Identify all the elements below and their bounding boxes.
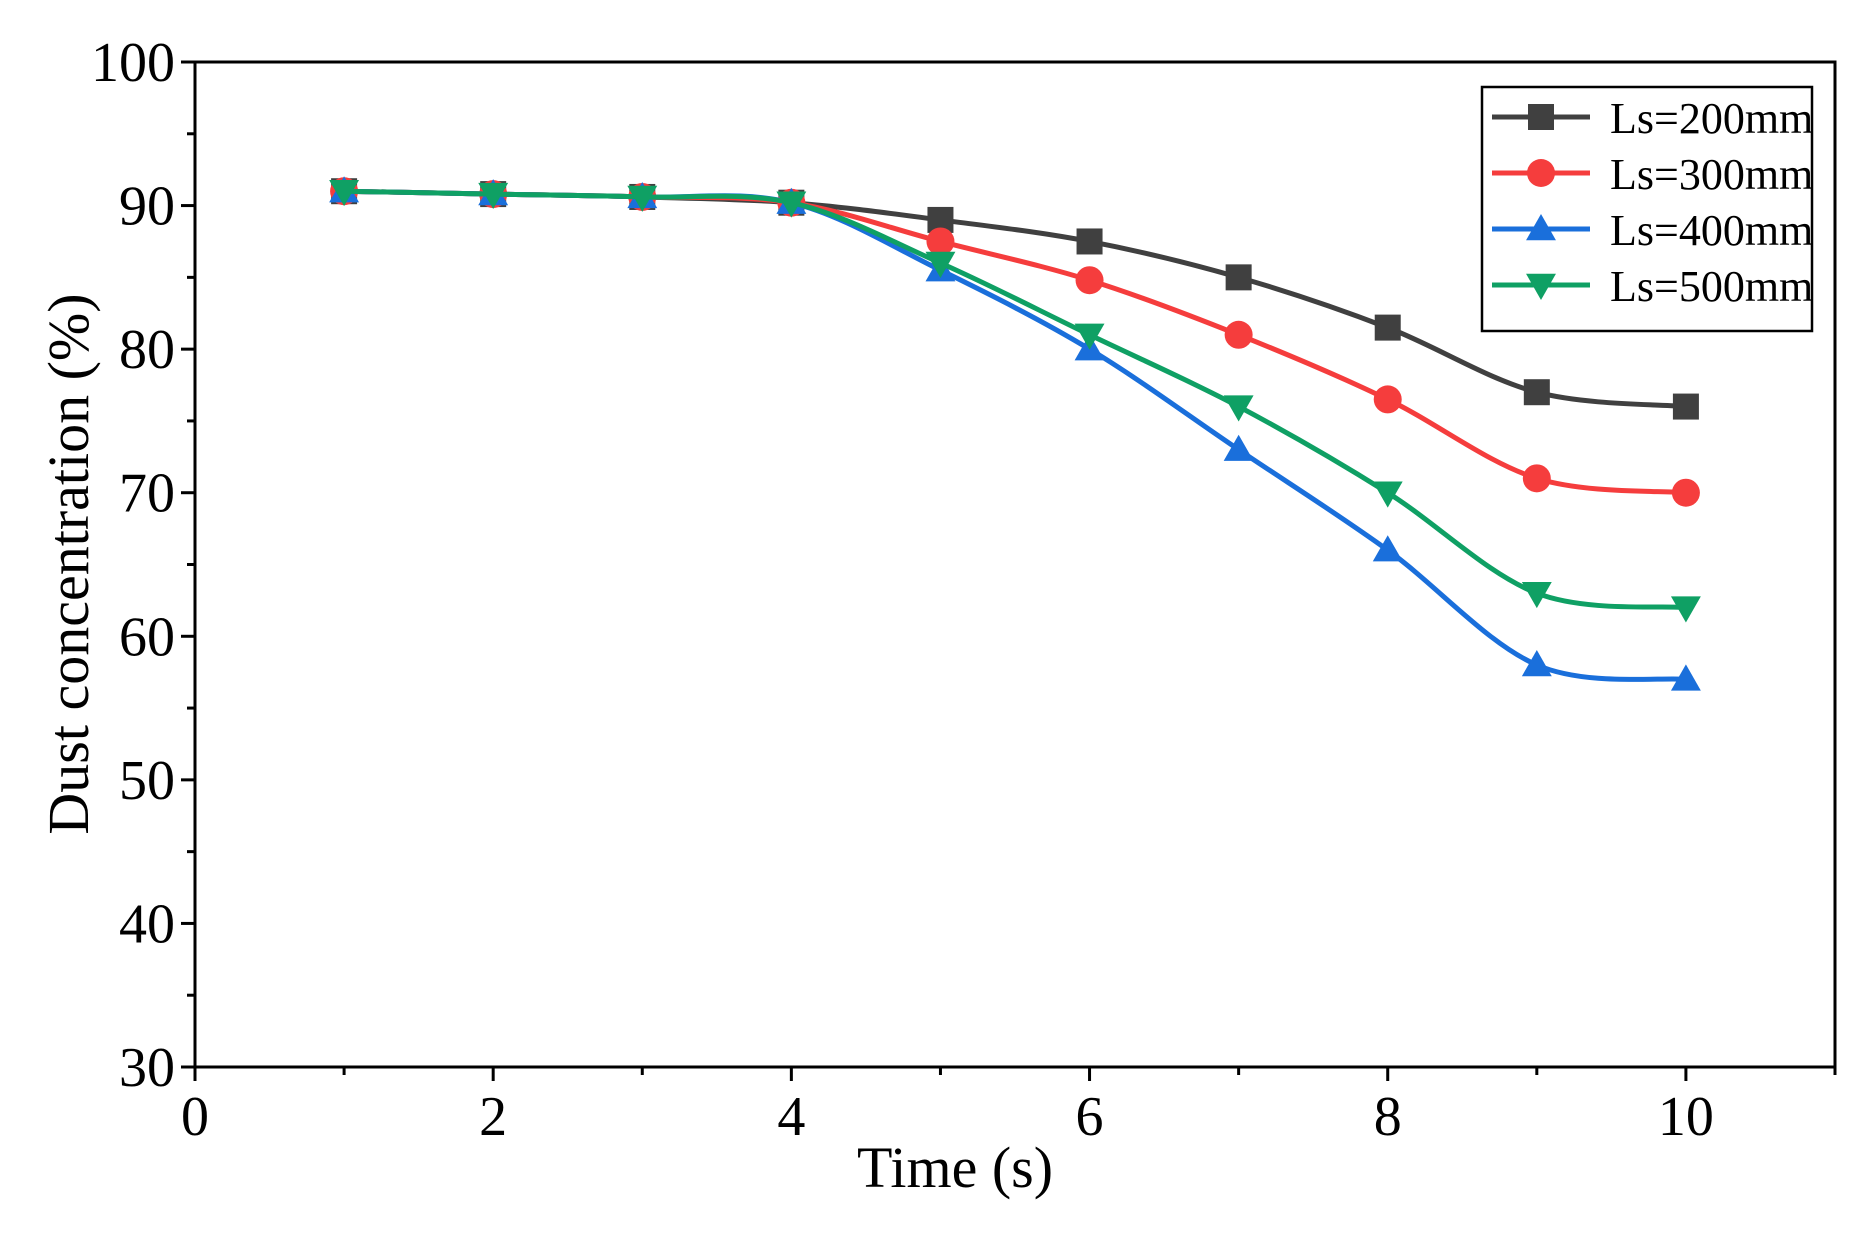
y-tick-label: 80 bbox=[119, 319, 175, 381]
data-point bbox=[1372, 481, 1403, 508]
data-point bbox=[1522, 464, 1551, 493]
data-point bbox=[627, 185, 658, 212]
y-tick-label: 40 bbox=[119, 893, 175, 955]
legend-label: Ls=300mm bbox=[1610, 150, 1813, 199]
data-point bbox=[478, 182, 509, 210]
legend-label: Ls=200mm bbox=[1610, 94, 1813, 143]
legend: Ls=200mm Ls=300mm Ls=400mm Ls=500mm bbox=[1480, 85, 1813, 333]
x-tick-label: 8 bbox=[1374, 1086, 1402, 1148]
series-layer bbox=[329, 176, 1701, 691]
data-point bbox=[1225, 264, 1252, 291]
data-point bbox=[776, 191, 807, 218]
legend-marker bbox=[1527, 159, 1555, 187]
data-point bbox=[1373, 385, 1402, 414]
data-point bbox=[1074, 323, 1105, 350]
legend-marker bbox=[1526, 214, 1556, 241]
data-point bbox=[1223, 395, 1254, 422]
legend-label: Ls=500mm bbox=[1610, 262, 1813, 311]
data-point bbox=[1671, 478, 1700, 507]
data-point bbox=[329, 180, 360, 207]
x-tick-label: 6 bbox=[1076, 1086, 1104, 1148]
data-point bbox=[1521, 582, 1552, 609]
y-tick-label: 100 bbox=[91, 32, 175, 94]
legend-marker bbox=[1526, 273, 1556, 300]
y-tick-label: 50 bbox=[119, 750, 175, 812]
series-line bbox=[344, 188, 1687, 611]
data-point bbox=[1076, 228, 1103, 255]
x-tick-label: 4 bbox=[777, 1086, 805, 1148]
y-tick-label: 90 bbox=[119, 176, 175, 238]
data-point bbox=[1521, 650, 1552, 677]
data-point bbox=[1374, 314, 1401, 341]
legend-item: Ls=500mm bbox=[1492, 262, 1813, 311]
data-point bbox=[1224, 320, 1253, 349]
data-point bbox=[925, 251, 956, 278]
legend-marker bbox=[1528, 104, 1554, 130]
data-point bbox=[1372, 535, 1403, 562]
x-axis-label: Time (s) bbox=[857, 1135, 1053, 1200]
series-Ls=500mm bbox=[329, 180, 1701, 623]
y-tick-label: 60 bbox=[119, 606, 175, 668]
legend-label: Ls=400mm bbox=[1610, 206, 1813, 255]
x-tick-label: 10 bbox=[1658, 1086, 1714, 1148]
legend-item: Ls=300mm bbox=[1492, 150, 1813, 199]
legend-item: Ls=200mm bbox=[1492, 94, 1813, 143]
data-point bbox=[1672, 393, 1699, 420]
data-point bbox=[926, 227, 955, 256]
y-axis-label: Dust concentration (%) bbox=[36, 293, 101, 834]
axes-layer: 0 2 4 6 8 10 30 40 50 60 70 80 90 100 bbox=[91, 32, 1837, 1148]
data-point bbox=[1223, 434, 1254, 461]
y-tick-label: 30 bbox=[119, 1037, 175, 1099]
x-tick-label: 0 bbox=[181, 1086, 209, 1148]
data-point bbox=[1670, 664, 1701, 691]
data-point bbox=[1075, 266, 1104, 295]
legend-item: Ls=400mm bbox=[1492, 206, 1813, 255]
y-tick-label: 70 bbox=[119, 463, 175, 525]
x-tick-label: 2 bbox=[479, 1086, 507, 1148]
data-point bbox=[1670, 596, 1701, 623]
data-point bbox=[1523, 379, 1550, 406]
